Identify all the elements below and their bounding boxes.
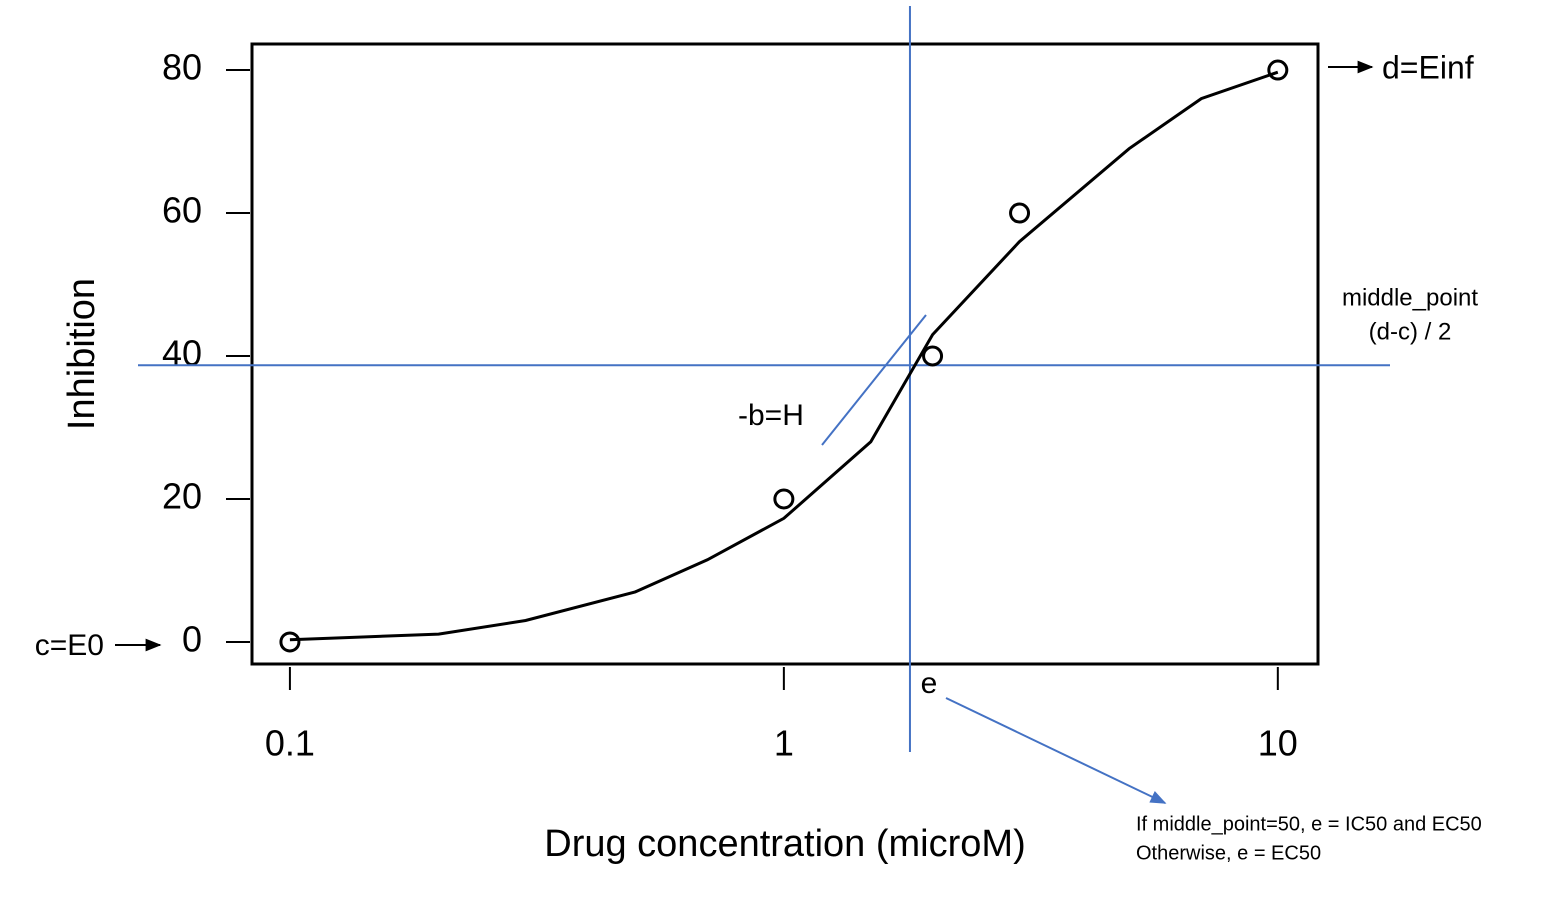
x-tick-label: 10 (1258, 723, 1298, 764)
annotation: Otherwise, e = EC50 (1136, 842, 1321, 864)
y-axis-title: Inhibition (61, 278, 103, 430)
arrow (945, 697, 1167, 804)
annotation: (d-c) / 2 (1369, 318, 1452, 345)
annotation: middle_point (1342, 284, 1478, 311)
annotation: If middle_point=50, e = IC50 and EC50 (1136, 813, 1482, 835)
data-point (1009, 202, 1031, 224)
plot-frame (250, 42, 1320, 666)
y-tick-label: 0 (182, 618, 202, 659)
data-point (922, 345, 944, 367)
data-point (773, 488, 795, 510)
x-tick-label: 0.1 (265, 723, 315, 764)
x-axis-title: Drug concentration (microM) (544, 823, 1025, 865)
x-tick-label: 1 (774, 723, 794, 764)
slope-line (821, 314, 927, 446)
y-tick-label: 20 (162, 476, 202, 517)
y-tick-label: 60 (162, 190, 202, 231)
data-point (1267, 59, 1289, 81)
fit-curve (289, 70, 1279, 642)
data-point (279, 631, 301, 653)
annotation: c=E0 (35, 629, 104, 662)
y-tick-label: 80 (162, 47, 202, 88)
y-tick-label: 40 (162, 333, 202, 374)
annotation: -b=H (738, 399, 804, 432)
annotation: e (921, 667, 938, 700)
annotation: d=Einf (1382, 49, 1474, 85)
